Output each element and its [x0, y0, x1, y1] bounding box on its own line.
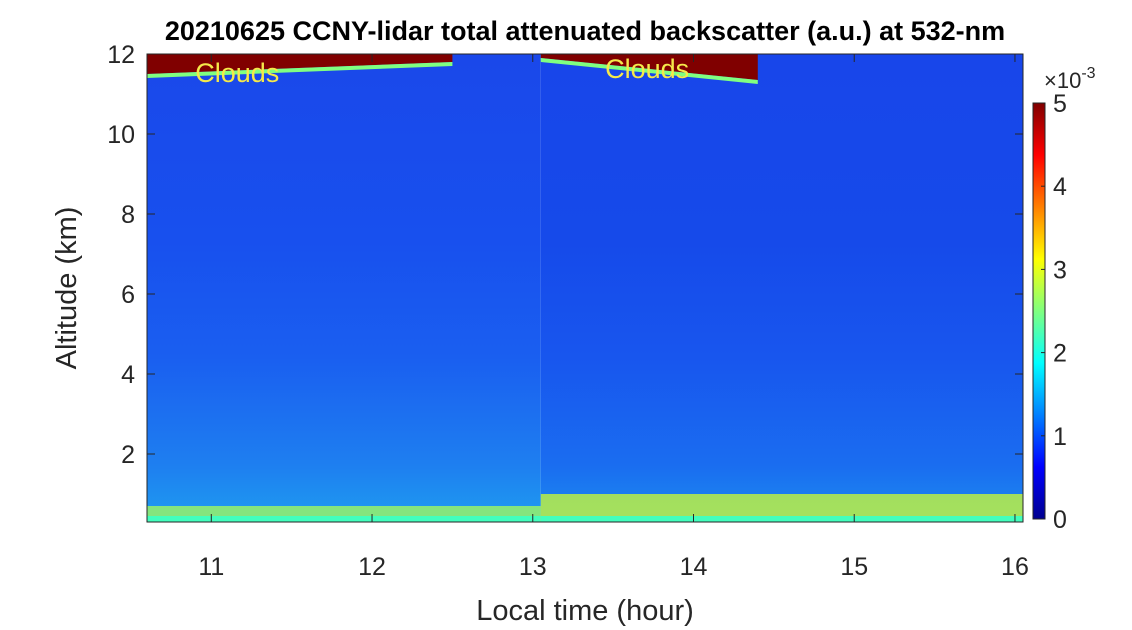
cloud-layer-1: [540, 54, 758, 80]
y-tick-label-5: 12: [107, 41, 135, 69]
x-tick-label-5: 16: [1001, 553, 1029, 581]
boundary-layer-group: [147, 494, 1023, 522]
y-tick-label-4: 10: [107, 121, 135, 149]
colorbar-exponent-base: ×10: [1044, 68, 1081, 93]
y-axis-ticks: 2 4 6 8 10 12: [107, 41, 1023, 469]
heatmap-background-right: [540, 54, 1023, 522]
y-axis-label: Altitude (km): [51, 207, 83, 370]
x-tick-label-1: 12: [358, 553, 386, 581]
colorbar-tick-label-2: 2: [1053, 340, 1067, 368]
annotation-group: Clouds Clouds: [195, 54, 689, 88]
x-tick-label-2: 13: [519, 553, 547, 581]
y-tick-label-3: 8: [121, 201, 135, 229]
cloud-layer-group: [147, 54, 758, 84]
colorbar-tick-label-3: 3: [1053, 256, 1067, 284]
cloud-layer-0: [147, 54, 453, 74]
colorbar-exponent: ×10-3: [1044, 65, 1096, 93]
cloud-edge-0: [147, 62, 453, 78]
colorbar-tick-label-1: 1: [1053, 423, 1067, 451]
cloud-edge-1: [540, 58, 758, 84]
heatmap-plot-area: [147, 54, 1023, 522]
x-axis-label: Local time (hour): [476, 595, 694, 627]
colorbar-ticks: 0 1 2 3 4 5: [1041, 90, 1067, 534]
colorbar-tick-label-4: 4: [1053, 173, 1067, 201]
annotation-clouds-0: Clouds: [195, 58, 279, 88]
boundary-layer-surface-0: [147, 516, 541, 522]
y-tick-label-2: 6: [121, 281, 135, 309]
colorbar-exponent-power: -3: [1081, 65, 1095, 82]
colorbar: 0 1 2 3 4 5 ×10-3: [1032, 65, 1096, 534]
y-tick-label-1: 4: [121, 361, 135, 389]
boundary-layer-surface-1: [540, 516, 1023, 522]
colorbar-tick-label-0: 0: [1053, 506, 1067, 534]
colorbar-bar: [1032, 102, 1046, 520]
chart-title: 20210625 CCNY-lidar total attenuated bac…: [165, 16, 1005, 46]
plot-frame: [146, 53, 1024, 523]
annotation-clouds-1: Clouds: [605, 54, 689, 84]
x-axis-ticks: 11 12 13 14 15 16: [198, 54, 1029, 581]
colorbar-tick-label-5: 5: [1053, 90, 1067, 118]
x-tick-label-3: 14: [680, 553, 708, 581]
x-tick-label-4: 15: [840, 553, 868, 581]
y-tick-label-0: 2: [121, 441, 135, 469]
heatmap-background-left: [147, 54, 541, 522]
x-tick-label-0: 11: [198, 553, 224, 581]
